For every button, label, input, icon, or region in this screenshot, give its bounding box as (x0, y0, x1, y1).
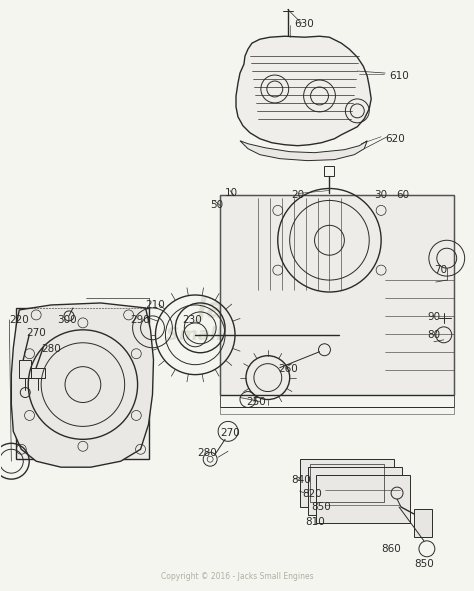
Text: 630: 630 (295, 20, 314, 30)
Bar (220, 196, 454, 414)
Text: 80: 80 (427, 330, 440, 340)
Bar (310, 464, 384, 502)
Text: 810: 810 (306, 517, 325, 527)
Text: 250: 250 (246, 397, 266, 407)
Bar (31, 368, 45, 378)
Text: 230: 230 (182, 315, 202, 325)
Text: Small Engines: Small Engines (166, 326, 308, 344)
Text: 850: 850 (414, 558, 434, 569)
Polygon shape (240, 141, 367, 161)
Polygon shape (11, 303, 154, 467)
Bar (300, 459, 394, 507)
Text: 270: 270 (26, 328, 46, 338)
Text: 610: 610 (389, 71, 409, 81)
Text: 210: 210 (146, 300, 165, 310)
Text: 300: 300 (57, 315, 77, 325)
Text: 280: 280 (197, 449, 217, 458)
Text: 280: 280 (41, 344, 61, 354)
Text: 30: 30 (374, 190, 387, 200)
Text: Copyright © 2016 - Jacks Small Engines: Copyright © 2016 - Jacks Small Engines (161, 572, 313, 581)
Polygon shape (220, 196, 454, 395)
Bar (325, 165, 335, 176)
Text: 90: 90 (427, 312, 440, 322)
Bar (308, 467, 402, 515)
Text: 620: 620 (385, 134, 405, 144)
Text: 840: 840 (292, 475, 311, 485)
Text: 70: 70 (434, 265, 447, 275)
Polygon shape (236, 36, 371, 146)
Text: Jacks: Jacks (197, 296, 277, 324)
Text: 270: 270 (220, 428, 240, 439)
Text: 860: 860 (381, 544, 401, 554)
Text: 850: 850 (311, 502, 331, 512)
Polygon shape (16, 308, 148, 459)
Text: 260: 260 (278, 363, 298, 374)
Bar (316, 475, 410, 523)
Text: 20: 20 (292, 190, 305, 200)
Bar (414, 509, 432, 537)
Text: 220: 220 (9, 315, 29, 325)
Text: 290: 290 (131, 315, 150, 325)
Text: 10: 10 (225, 187, 238, 197)
Text: 50: 50 (210, 200, 223, 210)
Text: 60: 60 (396, 190, 409, 200)
Bar (19, 360, 31, 378)
Text: 820: 820 (302, 489, 322, 499)
